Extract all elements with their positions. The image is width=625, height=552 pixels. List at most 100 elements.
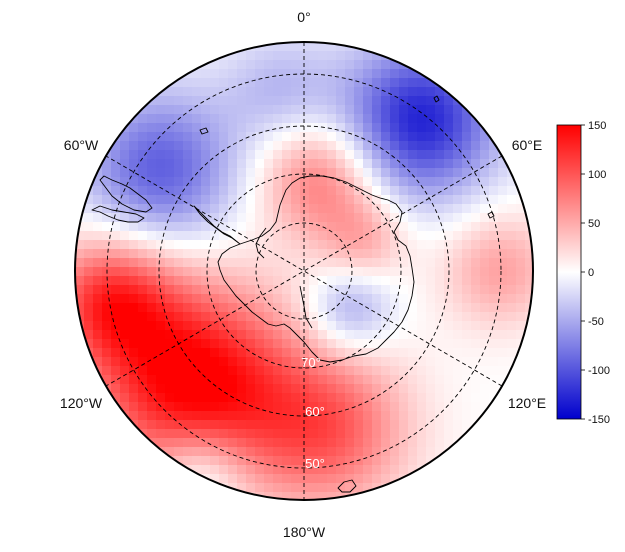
field-cell xyxy=(129,357,139,367)
field-cell xyxy=(480,294,490,304)
field-cell xyxy=(282,69,292,79)
field-cell xyxy=(210,231,220,241)
field-cell xyxy=(516,285,526,295)
field-cell xyxy=(300,78,310,88)
field-cell xyxy=(426,87,436,97)
field-cell xyxy=(453,339,463,349)
field-cell xyxy=(138,375,148,385)
field-cell xyxy=(345,51,355,61)
field-cell xyxy=(156,348,166,358)
field-cell xyxy=(390,303,400,313)
field-cell xyxy=(210,114,220,124)
field-cell xyxy=(291,438,301,448)
field-cell xyxy=(471,312,481,322)
field-cell xyxy=(372,60,382,70)
field-cell xyxy=(471,411,481,421)
field-cell xyxy=(219,438,229,448)
field-cell xyxy=(489,375,499,385)
field-cell xyxy=(372,411,382,421)
field-cell xyxy=(399,384,409,394)
field-cell xyxy=(174,402,184,412)
field-cell xyxy=(264,474,274,484)
field-cell xyxy=(399,420,409,430)
field-cell xyxy=(219,168,229,178)
field-cell xyxy=(291,222,301,232)
field-cell xyxy=(255,483,265,493)
field-cell xyxy=(372,447,382,457)
field-cell xyxy=(327,339,337,349)
field-cell xyxy=(228,276,238,286)
field-cell xyxy=(246,474,256,484)
field-cell xyxy=(390,366,400,376)
field-cell xyxy=(462,141,472,151)
field-cell xyxy=(318,267,328,277)
field-cell xyxy=(210,456,220,466)
field-cell xyxy=(210,411,220,421)
field-cell xyxy=(183,429,193,439)
field-cell xyxy=(498,393,508,403)
field-cell xyxy=(309,204,319,214)
field-cell xyxy=(102,240,112,250)
field-cell xyxy=(381,339,391,349)
field-cell xyxy=(408,132,418,142)
field-cell xyxy=(453,393,463,403)
field-cell xyxy=(336,456,346,466)
field-cell xyxy=(183,393,193,403)
field-cell xyxy=(498,204,508,214)
field-cell xyxy=(300,159,310,169)
field-cell xyxy=(201,51,211,61)
field-cell xyxy=(390,294,400,304)
field-cell xyxy=(93,312,103,322)
field-cell xyxy=(363,69,373,79)
field-cell xyxy=(417,60,427,70)
field-cell xyxy=(255,285,265,295)
field-cell xyxy=(273,204,283,214)
field-cell xyxy=(282,249,292,259)
field-cell xyxy=(264,114,274,124)
field-cell xyxy=(363,213,373,223)
field-cell xyxy=(192,195,202,205)
field-cell xyxy=(156,366,166,376)
colorbar-gradient xyxy=(556,124,582,420)
field-cell xyxy=(417,384,427,394)
field-cell xyxy=(417,375,427,385)
field-cell xyxy=(237,51,247,61)
field-cell xyxy=(219,393,229,403)
field-cell xyxy=(300,384,310,394)
field-cell xyxy=(462,339,472,349)
field-cell xyxy=(75,195,85,205)
field-cell xyxy=(309,240,319,250)
field-cell xyxy=(264,402,274,412)
field-cell xyxy=(201,150,211,160)
field-cell xyxy=(444,312,454,322)
field-cell xyxy=(174,276,184,286)
field-cell xyxy=(309,303,319,313)
field-cell xyxy=(462,285,472,295)
field-cell xyxy=(93,339,103,349)
field-cell xyxy=(282,393,292,403)
field-cell xyxy=(273,78,283,88)
field-cell xyxy=(345,132,355,142)
field-cell xyxy=(453,402,463,412)
field-cell xyxy=(246,105,256,115)
field-cell xyxy=(444,366,454,376)
field-cell xyxy=(426,267,436,277)
field-cell xyxy=(327,285,337,295)
field-cell xyxy=(426,141,436,151)
field-cell xyxy=(399,348,409,358)
field-cell xyxy=(219,213,229,223)
field-cell xyxy=(444,141,454,151)
field-cell xyxy=(237,105,247,115)
field-cell xyxy=(372,420,382,430)
field-cell xyxy=(147,159,157,169)
field-cell xyxy=(129,402,139,412)
field-cell xyxy=(138,159,148,169)
field-cell xyxy=(435,87,445,97)
field-cell xyxy=(228,78,238,88)
field-cell xyxy=(408,447,418,457)
field-cell xyxy=(354,213,364,223)
field-cell xyxy=(138,114,148,124)
field-cell xyxy=(237,114,247,124)
field-cell xyxy=(363,366,373,376)
field-cell xyxy=(516,357,526,367)
